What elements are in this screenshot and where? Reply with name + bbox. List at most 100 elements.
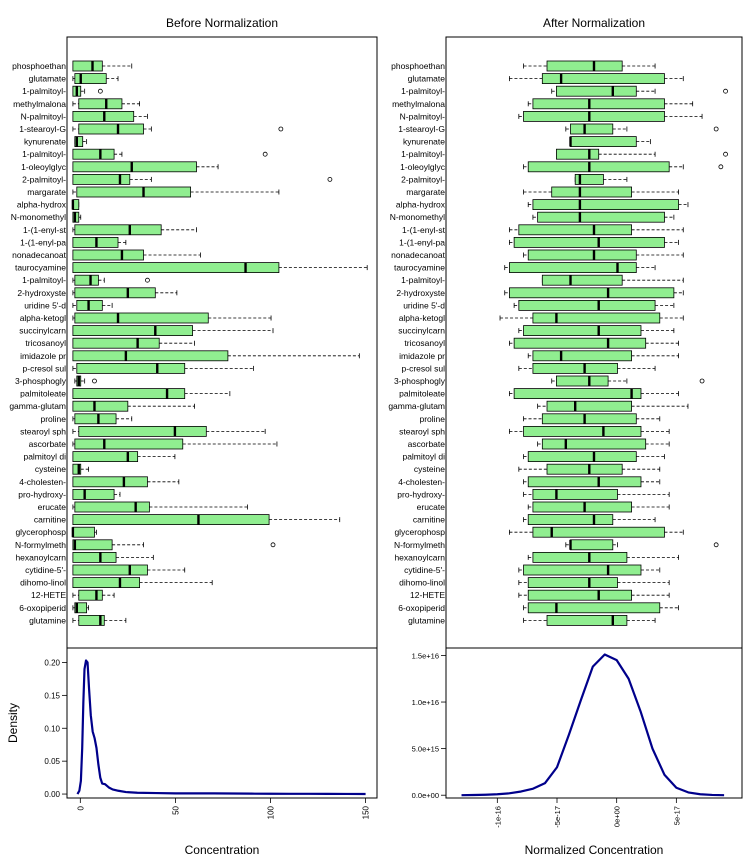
box	[72, 577, 140, 588]
category-label: 12-HETE	[410, 590, 445, 600]
category-label: alpha-ketogl	[20, 313, 66, 323]
box	[527, 249, 637, 261]
category-label: 2-hydroxyste	[17, 288, 66, 298]
category-label: pro-hydroxy-	[397, 489, 445, 499]
outlier-point	[262, 151, 268, 157]
box	[78, 98, 123, 110]
category-label: dihomo-linol	[399, 578, 445, 588]
category-label: 1-(1-enyl-st	[23, 225, 67, 235]
x-tick-label: 150	[362, 805, 371, 819]
y-tick-label: 0.15	[44, 691, 60, 700]
density-before-panel: 0.00 0.05 0.10 0.15 0.20 0 50 100 150 Concentrati…	[6, 647, 378, 857]
outlier-point	[718, 164, 724, 170]
box	[551, 186, 632, 198]
category-label: nonadecanoat	[391, 250, 446, 260]
box	[72, 148, 115, 160]
outlier-point	[278, 126, 284, 132]
category-label: ascorbate	[29, 439, 67, 449]
category-label: methylmalona	[13, 99, 66, 109]
box	[541, 73, 665, 84]
boxplot-after-panel: After Normalization phosphoethan glutamate…	[388, 16, 743, 649]
category-label: glycerophosp	[394, 527, 445, 537]
y-tick-label: 0.0e+00	[412, 791, 439, 800]
category-label: phosphoethan	[12, 61, 66, 71]
category-label: gamma-glutam	[9, 401, 66, 411]
category-label: uridine 5'-d	[24, 300, 66, 310]
box	[527, 451, 637, 463]
category-label: N-monomethyl	[390, 212, 445, 222]
category-label: taurocyamine	[15, 263, 66, 273]
category-label: phosphoethan	[391, 61, 445, 71]
x-tick-label: -1e-16	[493, 806, 502, 828]
category-label: 6-oxopiperid	[19, 603, 66, 613]
box	[72, 173, 131, 185]
box	[541, 274, 623, 286]
y-tick-label: 0.00	[44, 790, 60, 799]
category-label: N-palmitoyl-	[400, 111, 446, 121]
box	[74, 413, 117, 425]
category-label: 6-oxopiperid	[398, 603, 445, 613]
category-label: kynurenate	[403, 137, 445, 147]
category-label: p-cresol sul	[23, 363, 67, 373]
box	[74, 274, 99, 286]
box	[72, 463, 82, 475]
category-label: glutamine	[29, 615, 66, 625]
category-label: N-palmitoyl-	[21, 111, 67, 121]
category-label: glycerophosp	[15, 527, 66, 537]
outlier-point	[713, 542, 719, 548]
box	[523, 564, 642, 576]
category-label: N-monomethyl	[11, 212, 66, 222]
box	[527, 476, 642, 488]
box	[72, 337, 160, 349]
category-label: 1-(1-enyl-pa	[399, 237, 445, 247]
category-label: succinylcarn	[398, 326, 445, 336]
outlier-point	[270, 542, 276, 548]
box	[570, 539, 614, 551]
box	[532, 98, 665, 110]
outlier-point	[713, 126, 719, 132]
category-label: 1-palmitoyl-	[401, 149, 445, 159]
density-curve	[461, 653, 725, 797]
box	[537, 211, 665, 223]
category-label: 4-cholesten-	[398, 477, 445, 487]
box	[532, 199, 679, 211]
box	[556, 85, 637, 97]
outlier-point	[145, 277, 150, 283]
category-label: glutamine	[408, 615, 445, 625]
x-tick-label: 50	[171, 805, 180, 814]
category-label: hexanoylcarn	[394, 552, 445, 562]
box	[76, 186, 192, 198]
box	[76, 362, 186, 374]
category-label: palmitoyl di	[23, 452, 66, 462]
category-label: p-cresol sul	[402, 363, 446, 373]
category-label: imidazole pr	[399, 351, 445, 361]
box	[518, 299, 656, 311]
category-label: tricosanoyl	[25, 338, 66, 348]
box	[74, 602, 88, 614]
x-axis-label: Concentration	[185, 843, 260, 857]
box	[532, 350, 632, 362]
box	[546, 463, 623, 475]
panel-title: After Normalization	[543, 16, 645, 30]
box	[546, 400, 632, 412]
y-tick-label: 1.0e+16	[412, 698, 439, 707]
category-label: succinylcarn	[19, 326, 66, 336]
outlier-point	[723, 151, 728, 157]
box	[509, 287, 675, 299]
box	[74, 287, 156, 299]
category-label: imidazole pr	[20, 351, 66, 361]
box	[72, 476, 148, 488]
category-label: 1-palmitoyl-	[401, 275, 445, 285]
category-label: 1-(1-enyl-pa	[20, 237, 66, 247]
box	[532, 488, 618, 500]
x-tick-label: 5e-17	[672, 806, 681, 825]
category-label: N-formylmeth	[394, 540, 445, 550]
category-label: tricosanoyl	[404, 338, 445, 348]
category-label: 2-hydroxyste	[396, 288, 445, 298]
box	[72, 249, 144, 261]
box	[527, 589, 632, 601]
density-curve	[76, 659, 366, 796]
outlier-point	[723, 88, 728, 94]
category-label: proline	[40, 414, 66, 424]
y-axis-label: Density	[6, 703, 20, 743]
